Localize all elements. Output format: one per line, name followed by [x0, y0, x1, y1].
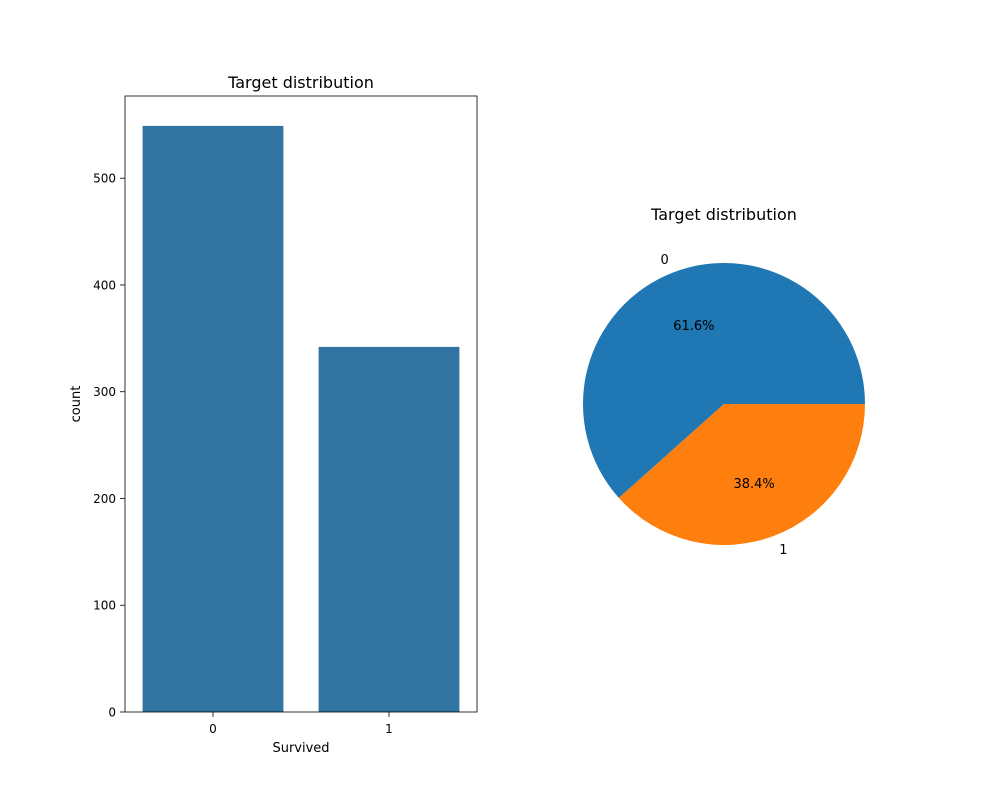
- y-tick-label: 500: [93, 172, 116, 186]
- pie-chart-title: Target distribution: [650, 205, 797, 224]
- pie-slice-1: [618, 404, 865, 545]
- bar-plot-area: 0 1 0 100 200 300 400 500: [93, 125, 460, 736]
- pie-label: 1: [779, 543, 787, 558]
- y-tick-label: 400: [93, 278, 116, 292]
- bar-chart-frame: [124, 95, 478, 713]
- y-tick-label: 0: [108, 706, 116, 720]
- bar-0: [142, 125, 284, 712]
- bar-chart-title: Target distribution: [227, 73, 374, 92]
- pie-percent-label: 61.6%: [673, 319, 714, 334]
- bar-chart: Target distribution 0 1 0 100 200 300 400 500 S…: [69, 73, 478, 756]
- bar-chart-xlabel: Survived: [272, 741, 329, 756]
- pie-label: 0: [660, 253, 668, 268]
- bar-1: [318, 346, 460, 712]
- x-tick-label: 0: [209, 722, 217, 736]
- pie-percent-label: 38.4%: [733, 477, 774, 492]
- x-tick-label: 1: [385, 722, 393, 736]
- bar-chart-ylabel: count: [69, 386, 84, 423]
- y-tick-label: 100: [93, 599, 116, 613]
- pie-slice-0: [583, 262, 865, 498]
- pie-plot-area: 0 61.6% 1 38.4%: [583, 253, 865, 558]
- y-tick-label: 200: [93, 492, 116, 506]
- y-tick-label: 300: [93, 385, 116, 399]
- pie-chart: Target distribution 0 61.6% 1 38.4%: [583, 205, 865, 558]
